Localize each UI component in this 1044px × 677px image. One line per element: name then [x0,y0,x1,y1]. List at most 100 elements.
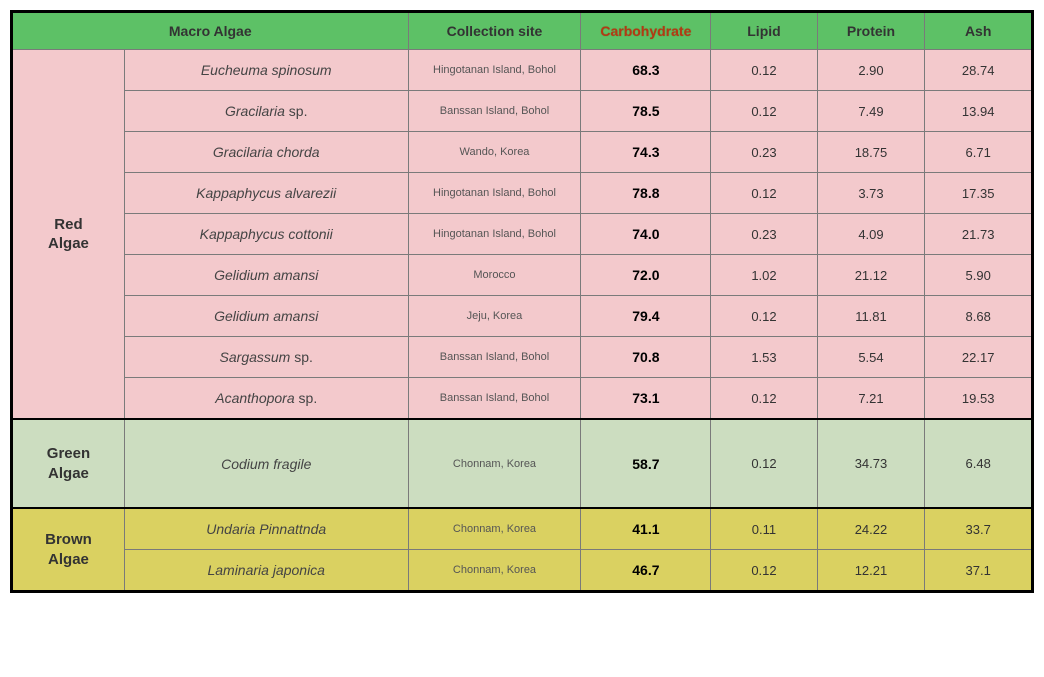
header-macro-algae: Macro Algae [12,12,409,50]
carb-cell: 72.0 [581,255,711,296]
species-cell: Eucheuma spinosum [124,50,408,91]
table-row: Kappaphycus alvarezii Hingotanan Island,… [12,173,1033,214]
site-cell: Hingotanan Island, Bohol [408,173,581,214]
lipid-cell: 0.12 [711,91,817,132]
site-cell: Hingotanan Island, Bohol [408,50,581,91]
group-label-line2: Algae [48,551,89,568]
species-cell: Acanthopora sp. [124,378,408,420]
ash-cell: 6.48 [925,419,1033,508]
table-row: Red Algae Eucheuma spinosum Hingotanan I… [12,50,1033,91]
group-green-algae: Green Algae [12,419,125,508]
site-cell: Jeju, Korea [408,296,581,337]
table-row: Acanthopora sp. Banssan Island, Bohol 73… [12,378,1033,420]
lipid-cell: 0.12 [711,378,817,420]
site-cell: Banssan Island, Bohol [408,378,581,420]
site-cell: Morocco [408,255,581,296]
site-cell: Chonnam, Korea [408,550,581,592]
table-row: Gracilaria sp. Banssan Island, Bohol 78.… [12,91,1033,132]
carb-cell: 79.4 [581,296,711,337]
lipid-cell: 0.12 [711,296,817,337]
site-cell: Banssan Island, Bohol [408,337,581,378]
lipid-cell: 0.11 [711,508,817,550]
lipid-cell: 0.23 [711,132,817,173]
protein-cell: 12.21 [817,550,925,592]
site-cell: Chonnam, Korea [408,508,581,550]
carb-cell: 78.5 [581,91,711,132]
algae-composition-table: Macro Algae Collection site Carbohydrate… [10,10,1034,593]
species-cell: Sargassum sp. [124,337,408,378]
protein-cell: 24.22 [817,508,925,550]
group-red-algae: Red Algae [12,50,125,420]
ash-cell: 33.7 [925,508,1033,550]
ash-cell: 13.94 [925,91,1033,132]
site-cell: Hingotanan Island, Bohol [408,214,581,255]
header-row: Macro Algae Collection site Carbohydrate… [12,12,1033,50]
site-cell: Banssan Island, Bohol [408,91,581,132]
lipid-cell: 0.12 [711,173,817,214]
table-row: Gracilaria chorda Wando, Korea 74.3 0.23… [12,132,1033,173]
ash-cell: 17.35 [925,173,1033,214]
group-label-line1: Brown [45,531,92,548]
species-cell: Gracilaria sp. [124,91,408,132]
ash-cell: 6.71 [925,132,1033,173]
protein-cell: 2.90 [817,50,925,91]
lipid-cell: 0.12 [711,419,817,508]
protein-cell: 4.09 [817,214,925,255]
header-carbohydrate: Carbohydrate [581,12,711,50]
species-cell: Undaria Pinnattnda [124,508,408,550]
group-label-line1: Red [54,216,82,233]
site-cell: Chonnam, Korea [408,419,581,508]
group-brown-algae: Brown Algae [12,508,125,592]
protein-cell: 7.49 [817,91,925,132]
group-label-line2: Algae [48,465,89,482]
protein-cell: 18.75 [817,132,925,173]
header-lipid: Lipid [711,12,817,50]
lipid-cell: 0.23 [711,214,817,255]
carb-cell: 41.1 [581,508,711,550]
protein-cell: 11.81 [817,296,925,337]
site-cell: Wando, Korea [408,132,581,173]
lipid-cell: 0.12 [711,50,817,91]
species-cell: Laminaria japonica [124,550,408,592]
carb-cell: 70.8 [581,337,711,378]
species-cell: Gracilaria chorda [124,132,408,173]
ash-cell: 28.74 [925,50,1033,91]
protein-cell: 21.12 [817,255,925,296]
table-row: Gelidium amansi Morocco 72.0 1.02 21.12 … [12,255,1033,296]
table-body: Red Algae Eucheuma spinosum Hingotanan I… [12,50,1033,592]
protein-cell: 7.21 [817,378,925,420]
ash-cell: 22.17 [925,337,1033,378]
header-protein: Protein [817,12,925,50]
protein-cell: 3.73 [817,173,925,214]
protein-cell: 34.73 [817,419,925,508]
species-cell: Gelidium amansi [124,255,408,296]
ash-cell: 21.73 [925,214,1033,255]
table-row: Laminaria japonica Chonnam, Korea 46.7 0… [12,550,1033,592]
ash-cell: 5.90 [925,255,1033,296]
table-row: Green Algae Codium fragile Chonnam, Kore… [12,419,1033,508]
group-label-line1: Green [47,445,90,462]
carb-cell: 46.7 [581,550,711,592]
carb-cell: 78.8 [581,173,711,214]
lipid-cell: 0.12 [711,550,817,592]
protein-cell: 5.54 [817,337,925,378]
ash-cell: 37.1 [925,550,1033,592]
species-cell: Gelidium amansi [124,296,408,337]
table-row: Brown Algae Undaria Pinnattnda Chonnam, … [12,508,1033,550]
ash-cell: 8.68 [925,296,1033,337]
species-cell: Codium fragile [124,419,408,508]
lipid-cell: 1.02 [711,255,817,296]
table-row: Sargassum sp. Banssan Island, Bohol 70.8… [12,337,1033,378]
ash-cell: 19.53 [925,378,1033,420]
header-collection-site: Collection site [408,12,581,50]
carb-cell: 58.7 [581,419,711,508]
carb-cell: 74.0 [581,214,711,255]
carb-cell: 68.3 [581,50,711,91]
carb-cell: 73.1 [581,378,711,420]
species-cell: Kappaphycus alvarezii [124,173,408,214]
header-ash: Ash [925,12,1033,50]
species-cell: Kappaphycus cottonii [124,214,408,255]
carb-cell: 74.3 [581,132,711,173]
table-row: Gelidium amansi Jeju, Korea 79.4 0.12 11… [12,296,1033,337]
table-row: Kappaphycus cottonii Hingotanan Island, … [12,214,1033,255]
